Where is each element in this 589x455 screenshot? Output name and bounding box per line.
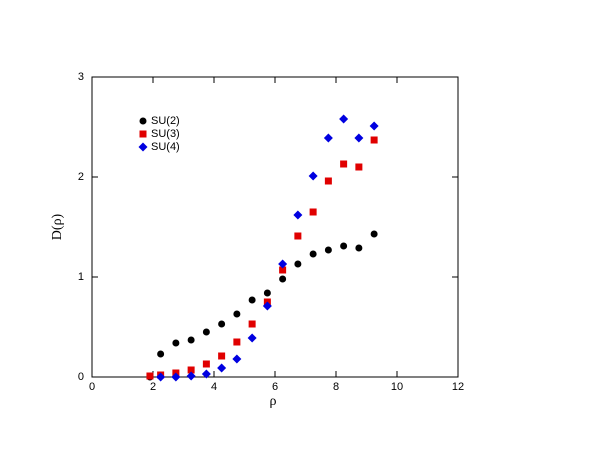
marker <box>218 352 226 360</box>
marker <box>263 289 271 297</box>
marker <box>262 301 272 311</box>
marker <box>232 354 242 364</box>
marker <box>369 121 379 131</box>
marker <box>172 339 180 347</box>
marker <box>324 177 332 185</box>
marker <box>294 260 302 268</box>
marker <box>293 210 303 220</box>
marker <box>247 333 257 343</box>
plot-frame <box>91 76 459 378</box>
x-tick-label: 4 <box>211 381 217 393</box>
marker <box>309 208 317 216</box>
y-tick-label: 2 <box>78 171 84 183</box>
y-axis-label: D(ρ) <box>50 213 65 240</box>
marker <box>323 133 333 143</box>
marker <box>233 338 241 346</box>
marker <box>308 171 318 181</box>
marker <box>202 328 210 336</box>
marker <box>186 371 196 381</box>
x-tick-label: 6 <box>272 381 278 393</box>
marker <box>294 232 302 240</box>
marker <box>355 244 363 252</box>
x-tick-label: 10 <box>391 381 403 393</box>
legend-label: SU(2) <box>151 115 180 127</box>
marker <box>201 369 211 379</box>
marker <box>354 133 364 143</box>
marker <box>139 130 147 138</box>
marker <box>279 275 287 283</box>
x-tick-label: 12 <box>452 381 464 393</box>
marker <box>278 259 288 269</box>
marker <box>156 372 166 382</box>
marker <box>218 320 226 328</box>
marker <box>187 336 195 344</box>
marker <box>309 250 317 258</box>
x-axis-label: ρ <box>270 394 277 409</box>
marker <box>171 372 181 382</box>
x-tick-label: 0 <box>89 381 95 393</box>
marker <box>279 266 287 274</box>
y-tick-label: 1 <box>78 271 84 283</box>
marker <box>138 142 148 152</box>
legend-label: SU(4) <box>151 141 180 153</box>
marker <box>139 117 147 125</box>
x-tick-label: 8 <box>333 381 339 393</box>
marker <box>340 160 348 168</box>
y-tick-label: 3 <box>78 71 84 83</box>
marker <box>324 246 332 254</box>
marker <box>248 320 256 328</box>
marker <box>248 296 256 304</box>
marker <box>187 366 195 374</box>
marker <box>157 350 165 358</box>
marker <box>233 310 241 318</box>
y-tick-label: 0 <box>78 371 84 383</box>
marker <box>355 163 363 171</box>
marker <box>146 372 154 380</box>
legend-label: SU(3) <box>151 128 180 140</box>
marker <box>202 360 210 368</box>
marker <box>370 136 378 144</box>
marker <box>370 230 378 238</box>
marker <box>339 114 349 124</box>
x-tick-label: 2 <box>150 381 156 393</box>
marker <box>340 242 348 250</box>
marker <box>217 363 227 373</box>
